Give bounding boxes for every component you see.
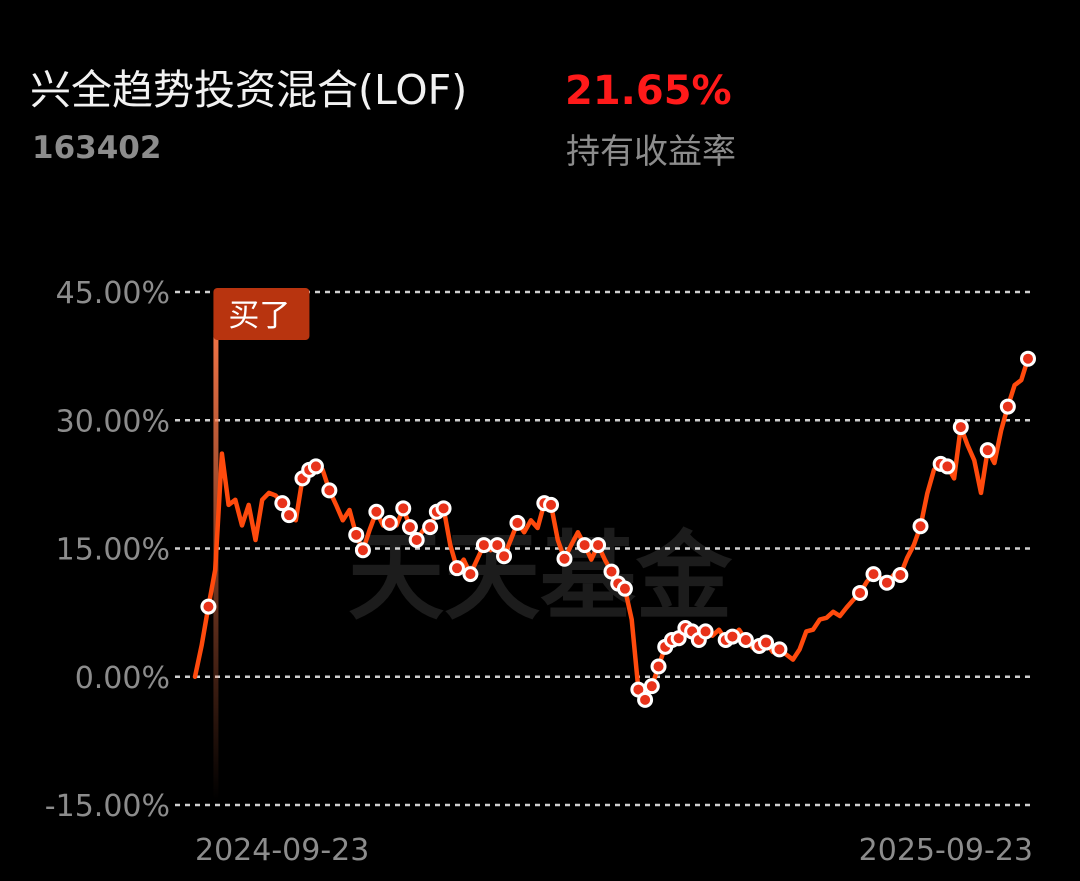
data-point: [616, 580, 633, 597]
x-tick-label: 2025-09-23: [859, 833, 1033, 868]
buy-flag-label: 买了: [228, 298, 290, 334]
data-point: [637, 691, 654, 708]
data-point: [952, 419, 969, 436]
data-point: [475, 537, 492, 554]
data-point: [496, 548, 513, 565]
data-point: [462, 566, 479, 583]
data-point: [543, 496, 560, 513]
data-point: [509, 514, 526, 531]
y-tick-label: 15.00%: [56, 533, 170, 568]
y-tick-label: 30.00%: [56, 404, 170, 439]
data-point: [590, 537, 607, 554]
fund-code: 163402: [32, 130, 161, 166]
data-point: [852, 584, 869, 601]
data-point: [381, 514, 398, 531]
data-point: [724, 628, 741, 645]
headline-value: 21.65%: [565, 68, 732, 114]
data-point: [878, 574, 895, 591]
data-point: [771, 641, 788, 658]
data-point: [979, 442, 996, 459]
buy-flag-box: [213, 288, 310, 340]
data-point: [274, 495, 291, 512]
data-point: [865, 566, 882, 583]
fund-title: 兴全趋势投资混合(LOF): [30, 66, 467, 114]
data-point: [737, 631, 754, 648]
data-point: [556, 550, 573, 567]
watermark: 天天基金: [348, 521, 733, 633]
data-point: [408, 531, 425, 548]
data-point: [422, 519, 439, 536]
data-point: [1020, 350, 1036, 367]
data-point: [368, 503, 385, 520]
y-tick-label: -15.00%: [45, 789, 170, 824]
data-point: [576, 537, 593, 554]
x-tick-label: 2024-09-23: [195, 833, 369, 868]
data-point: [200, 598, 217, 615]
data-point: [281, 507, 298, 524]
y-tick-label: 0.00%: [75, 661, 170, 696]
data-point: [448, 560, 465, 577]
data-point: [489, 537, 506, 554]
data-point: [892, 567, 909, 584]
data-point: [348, 526, 365, 543]
y-tick-label: 45.00%: [56, 276, 170, 311]
data-point: [354, 542, 371, 559]
data-point: [603, 563, 620, 580]
data-point: [435, 500, 452, 517]
data-point: [643, 678, 660, 695]
data-point: [999, 398, 1016, 415]
data-point: [697, 623, 714, 640]
data-point: [307, 458, 324, 475]
data-point: [939, 458, 956, 475]
data-point: [321, 482, 338, 499]
data-point: [395, 500, 412, 517]
headline-label: 持有收益率: [566, 132, 736, 172]
data-point: [650, 658, 667, 675]
data-point: [912, 518, 929, 535]
data-point: [758, 634, 775, 651]
plot: 45.00% 30.00% 15.00% 0.00% -15.00% 2024-09-23…: [45, 276, 1036, 868]
data-point: [401, 519, 418, 536]
